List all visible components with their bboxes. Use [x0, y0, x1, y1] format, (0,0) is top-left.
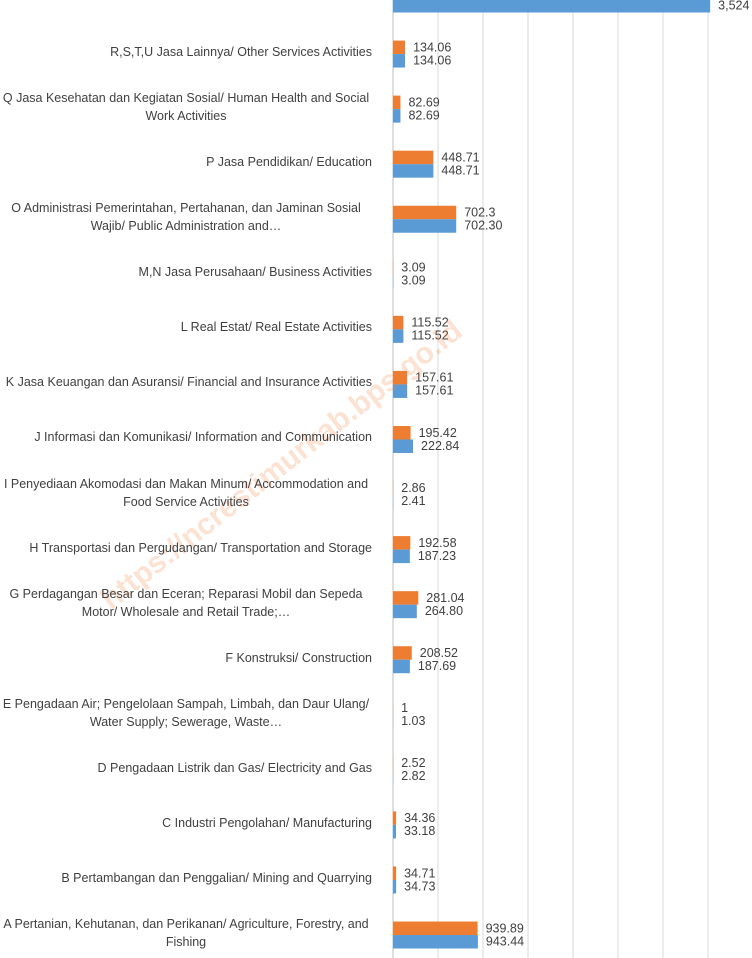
category-label: M,N Jasa Perusahaan/ Business Activities — [0, 247, 372, 297]
value-label: 134.06 — [413, 53, 451, 67]
category-label: L Real Estat/ Real Estate Activities — [0, 302, 372, 352]
value-label: 3.09 — [401, 261, 425, 275]
bar — [393, 329, 404, 343]
category-text: E Pengadaan Air; Pengelolaan Sampah, Lim… — [2, 696, 370, 729]
category-label: O Administrasi Pemerintahan, Pertahanan,… — [0, 192, 372, 242]
value-label: 157.61 — [415, 384, 453, 398]
bar — [393, 646, 412, 660]
bar — [393, 219, 457, 233]
bar — [393, 109, 401, 123]
category-label: Q Jasa Kesehatan dan Kegiatan Sosial/ Hu… — [0, 82, 372, 132]
bar — [393, 425, 411, 440]
value-label: 222.84 — [421, 439, 459, 453]
category-label: B Pertambangan dan Penggalian/ Mining an… — [0, 853, 372, 903]
value-label: 82.69 — [408, 95, 439, 109]
category-label: I Penyediaan Akomodasi dan Makan Minum/ … — [0, 468, 372, 518]
value-label: 943.44 — [486, 934, 524, 948]
bar — [393, 811, 397, 825]
bar — [393, 921, 478, 936]
value-label: 34.73 — [404, 879, 435, 893]
category-text: F Konstruksi/ Construction — [225, 650, 372, 665]
bar — [393, 384, 408, 398]
value-label: 187.69 — [418, 659, 456, 673]
category-text: C Industri Pengolahan/ Manufacturing — [162, 815, 372, 830]
value-label: 2.86 — [401, 481, 425, 495]
value-label: 1.03 — [401, 714, 425, 728]
value-label: 2.82 — [401, 769, 425, 783]
bar — [393, 604, 417, 619]
value-label: 281.04 — [426, 591, 464, 605]
value-label: 702.3 — [464, 206, 495, 220]
category-text: Q Jasa Kesehatan dan Kegiatan Sosial/ Hu… — [2, 91, 370, 124]
category-label: F Konstruksi/ Construction — [0, 633, 372, 683]
value-label: 1 — [401, 701, 408, 715]
bar — [393, 536, 411, 550]
bar — [393, 164, 434, 178]
bar — [393, 866, 397, 880]
category-text: O Administrasi Pemerintahan, Pertahanan,… — [11, 201, 361, 234]
bar — [393, 205, 457, 220]
category-text: B Pertambangan dan Penggalian/ Mining an… — [61, 870, 372, 885]
bar — [393, 0, 711, 13]
value-label: 264.80 — [425, 604, 463, 618]
category-text: I Penyediaan Akomodasi dan Makan Minum/ … — [3, 476, 369, 509]
category-text: K Jasa Keuangan dan Asuransi/ Financial … — [5, 375, 372, 390]
category-text: H Transportasi dan Pergudangan/ Transpor… — [29, 540, 372, 555]
bar — [393, 591, 419, 605]
category-text: D Pengadaan Listrik dan Gas/ Electricity… — [97, 760, 372, 775]
bar — [393, 40, 406, 55]
category-label: C Industri Pengolahan/ Manufacturing — [0, 798, 372, 848]
category-text: L Real Estat/ Real Estate Activities — [180, 320, 372, 335]
value-label: 187.23 — [418, 549, 456, 563]
category-text: J Informasi dan Komunikasi/ Information … — [34, 430, 372, 445]
bar — [393, 370, 408, 385]
bar — [393, 150, 434, 165]
bar — [393, 95, 401, 110]
bar — [393, 879, 397, 894]
bar — [393, 439, 414, 453]
value-label: 208.52 — [420, 646, 458, 660]
category-label: R,S,T,U Jasa Lainnya/ Other Services Act… — [0, 27, 372, 77]
value-label: 3,524 — [718, 0, 749, 12]
category-text: G Perdagangan Besar dan Eceran; Reparasi… — [9, 586, 363, 619]
bar — [393, 549, 410, 564]
value-label: 192.58 — [418, 536, 456, 550]
category-text: P Jasa Pendidikan/ Education — [206, 155, 372, 170]
value-label: 448.71 — [441, 163, 479, 177]
bar — [393, 824, 396, 839]
category-label: G Perdagangan Besar dan Eceran; Reparasi… — [0, 578, 372, 628]
value-label: 2.41 — [401, 494, 425, 508]
value-label: 2.52 — [401, 756, 425, 770]
value-label: 448.71 — [441, 150, 479, 164]
value-label: 3.09 — [401, 274, 425, 288]
category-label: E Pengadaan Air; Pengelolaan Sampah, Lim… — [0, 688, 372, 738]
bar — [393, 315, 404, 330]
category-text: M,N Jasa Perusahaan/ Business Activities — [138, 265, 372, 280]
category-label: A Pertanian, Kehutanan, dan Perikanan/ A… — [0, 908, 372, 958]
category-label: H Transportasi dan Pergudangan/ Transpor… — [0, 523, 372, 573]
category-label: K Jasa Keuangan dan Asuransi/ Financial … — [0, 357, 372, 407]
bar — [393, 54, 406, 68]
category-text: A Pertanian, Kehutanan, dan Perikanan/ A… — [3, 917, 369, 950]
bar — [393, 659, 410, 674]
category-label: P Jasa Pendidikan/ Education — [0, 137, 372, 187]
value-label: 115.52 — [411, 329, 448, 343]
value-label: 939.89 — [486, 921, 524, 935]
bar — [393, 935, 478, 949]
value-label: 82.69 — [408, 108, 439, 122]
category-text: R,S,T,U Jasa Lainnya/ Other Services Act… — [110, 45, 372, 60]
value-label: 157.61 — [415, 371, 453, 385]
value-label: 195.42 — [419, 426, 457, 440]
value-label: 34.71 — [404, 866, 435, 880]
value-label: 134.06 — [413, 40, 451, 54]
value-label: 115.52 — [411, 316, 448, 330]
value-label: 34.36 — [404, 811, 435, 825]
category-label: D Pengadaan Listrik dan Gas/ Electricity… — [0, 743, 372, 793]
value-label: 33.18 — [404, 824, 435, 838]
value-label: 702.30 — [464, 219, 502, 233]
category-label: J Informasi dan Komunikasi/ Information … — [0, 412, 372, 462]
